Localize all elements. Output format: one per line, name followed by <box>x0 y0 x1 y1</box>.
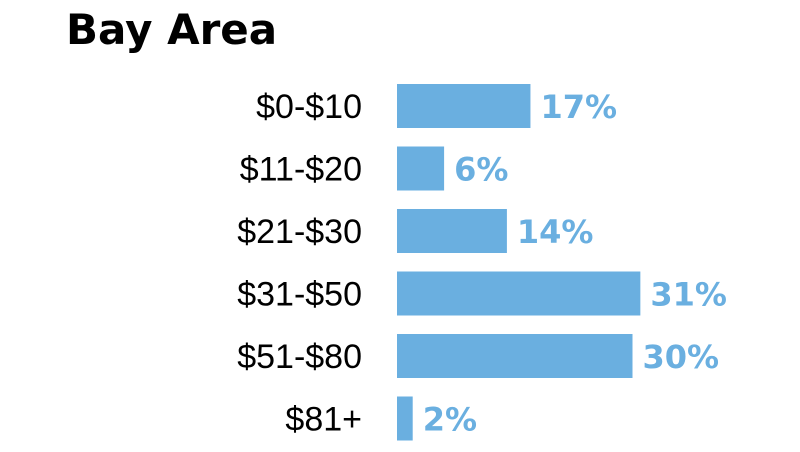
value-label-0-10: 17% <box>540 88 617 126</box>
category-label-21-30: $21-$30 <box>237 213 362 251</box>
bars-group: $0-$10 17% $11-$20 6% $21-$30 14% $31-$50 31% $5… <box>237 84 727 441</box>
bar-51-80 <box>397 334 633 378</box>
bar-81 <box>397 396 413 441</box>
category-label-0-10: $0-$10 <box>256 88 362 126</box>
chart-title: Bay Area <box>66 5 277 54</box>
bar-31-50 <box>397 271 641 316</box>
value-label-21-30: 14% <box>517 213 594 251</box>
bar-21-30 <box>397 209 507 253</box>
category-label-81: $81+ <box>285 401 362 439</box>
value-label-51-80: 30% <box>643 338 720 376</box>
bar-0-10 <box>397 84 531 128</box>
value-label-81: 2% <box>423 401 477 439</box>
category-label-51-80: $51-$80 <box>237 338 362 376</box>
category-label-11-20: $11-$20 <box>240 151 362 189</box>
value-label-31-50: 31% <box>650 276 727 314</box>
bar-11-20 <box>397 146 445 191</box>
category-label-31-50: $31-$50 <box>237 276 362 314</box>
value-label-11-20: 6% <box>454 151 508 189</box>
